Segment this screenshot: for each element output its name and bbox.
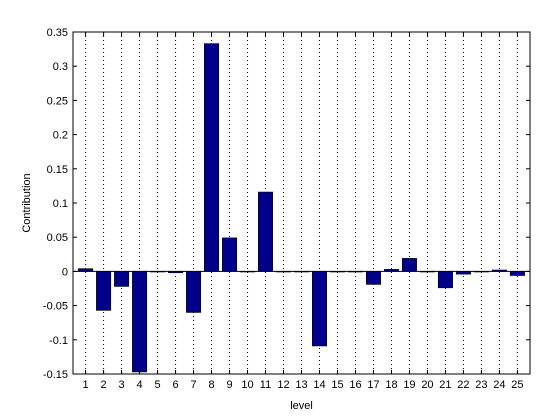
x-tick-label: 6 [172,379,178,391]
x-tick-label: 10 [241,379,253,391]
bar-14 [312,271,326,346]
bar-9 [222,238,236,272]
bar-4 [132,271,146,372]
y-tick-label: -0.15 [43,369,68,381]
x-tick-label: 19 [403,379,415,391]
x-tick-label: 5 [155,379,161,391]
x-tick-label: 13 [295,379,307,391]
bar-11 [258,192,272,271]
y-tick-label: 0.2 [53,130,68,142]
y-tick-label: 0 [62,266,68,278]
y-tick-label: 0.3 [53,61,68,73]
grid-lines [86,32,518,374]
x-tick-label: 21 [439,379,451,391]
x-tick-label: 22 [457,379,469,391]
x-tick-label: 7 [190,379,196,391]
y-tick-label: 0.05 [47,232,68,244]
x-tick-label: 17 [367,379,379,391]
x-tick-label: 16 [349,379,361,391]
y-tick-label: -0.05 [43,301,68,313]
x-tick-label: 8 [208,379,214,391]
x-tick-label: 20 [421,379,433,391]
x-tick-label: 1 [83,379,89,391]
bar-3 [114,271,128,286]
bar-21 [438,271,452,287]
y-tick-label: 0.1 [53,198,68,210]
y-tick-label: 0.25 [47,95,68,107]
x-tick-label: 2 [101,379,107,391]
y-tick-labels: -0.15 -0.1 -0.05 0 0.05 0.1 0.15 0.2 0.25 0.3 0.35 [43,27,68,381]
y-tick-label: -0.1 [49,335,68,347]
x-tick-label: 23 [475,379,487,391]
x-tick-label: 11 [260,379,271,391]
bar-17 [366,271,380,284]
x-tick-label: 24 [493,379,505,391]
x-tick-label: 4 [137,379,143,391]
x-tick-label: 9 [226,379,232,391]
bar-8 [204,44,218,272]
x-tick-label: 15 [331,379,343,391]
bar-19 [402,258,416,271]
y-tick-label: 0.35 [47,27,68,39]
x-tick-label: 14 [313,379,325,391]
x-tick-label: 18 [385,379,397,391]
x-tick-label: 12 [277,379,289,391]
bar-25 [510,271,524,275]
y-tick-label: 0.15 [47,164,68,176]
x-tick-label: 3 [119,379,125,391]
bar-7 [186,271,200,312]
bar-2 [96,271,110,310]
x-axis-label: level [290,400,313,412]
x-tick-labels: 1 2 3 4 5 6 7 8 9 10 11 12 13 14 15 16 17 18 19 20 21 22 23 24 2… [83,379,524,391]
x-tick-label: 25 [511,379,523,391]
y-axis-label: Contribution [21,173,33,232]
